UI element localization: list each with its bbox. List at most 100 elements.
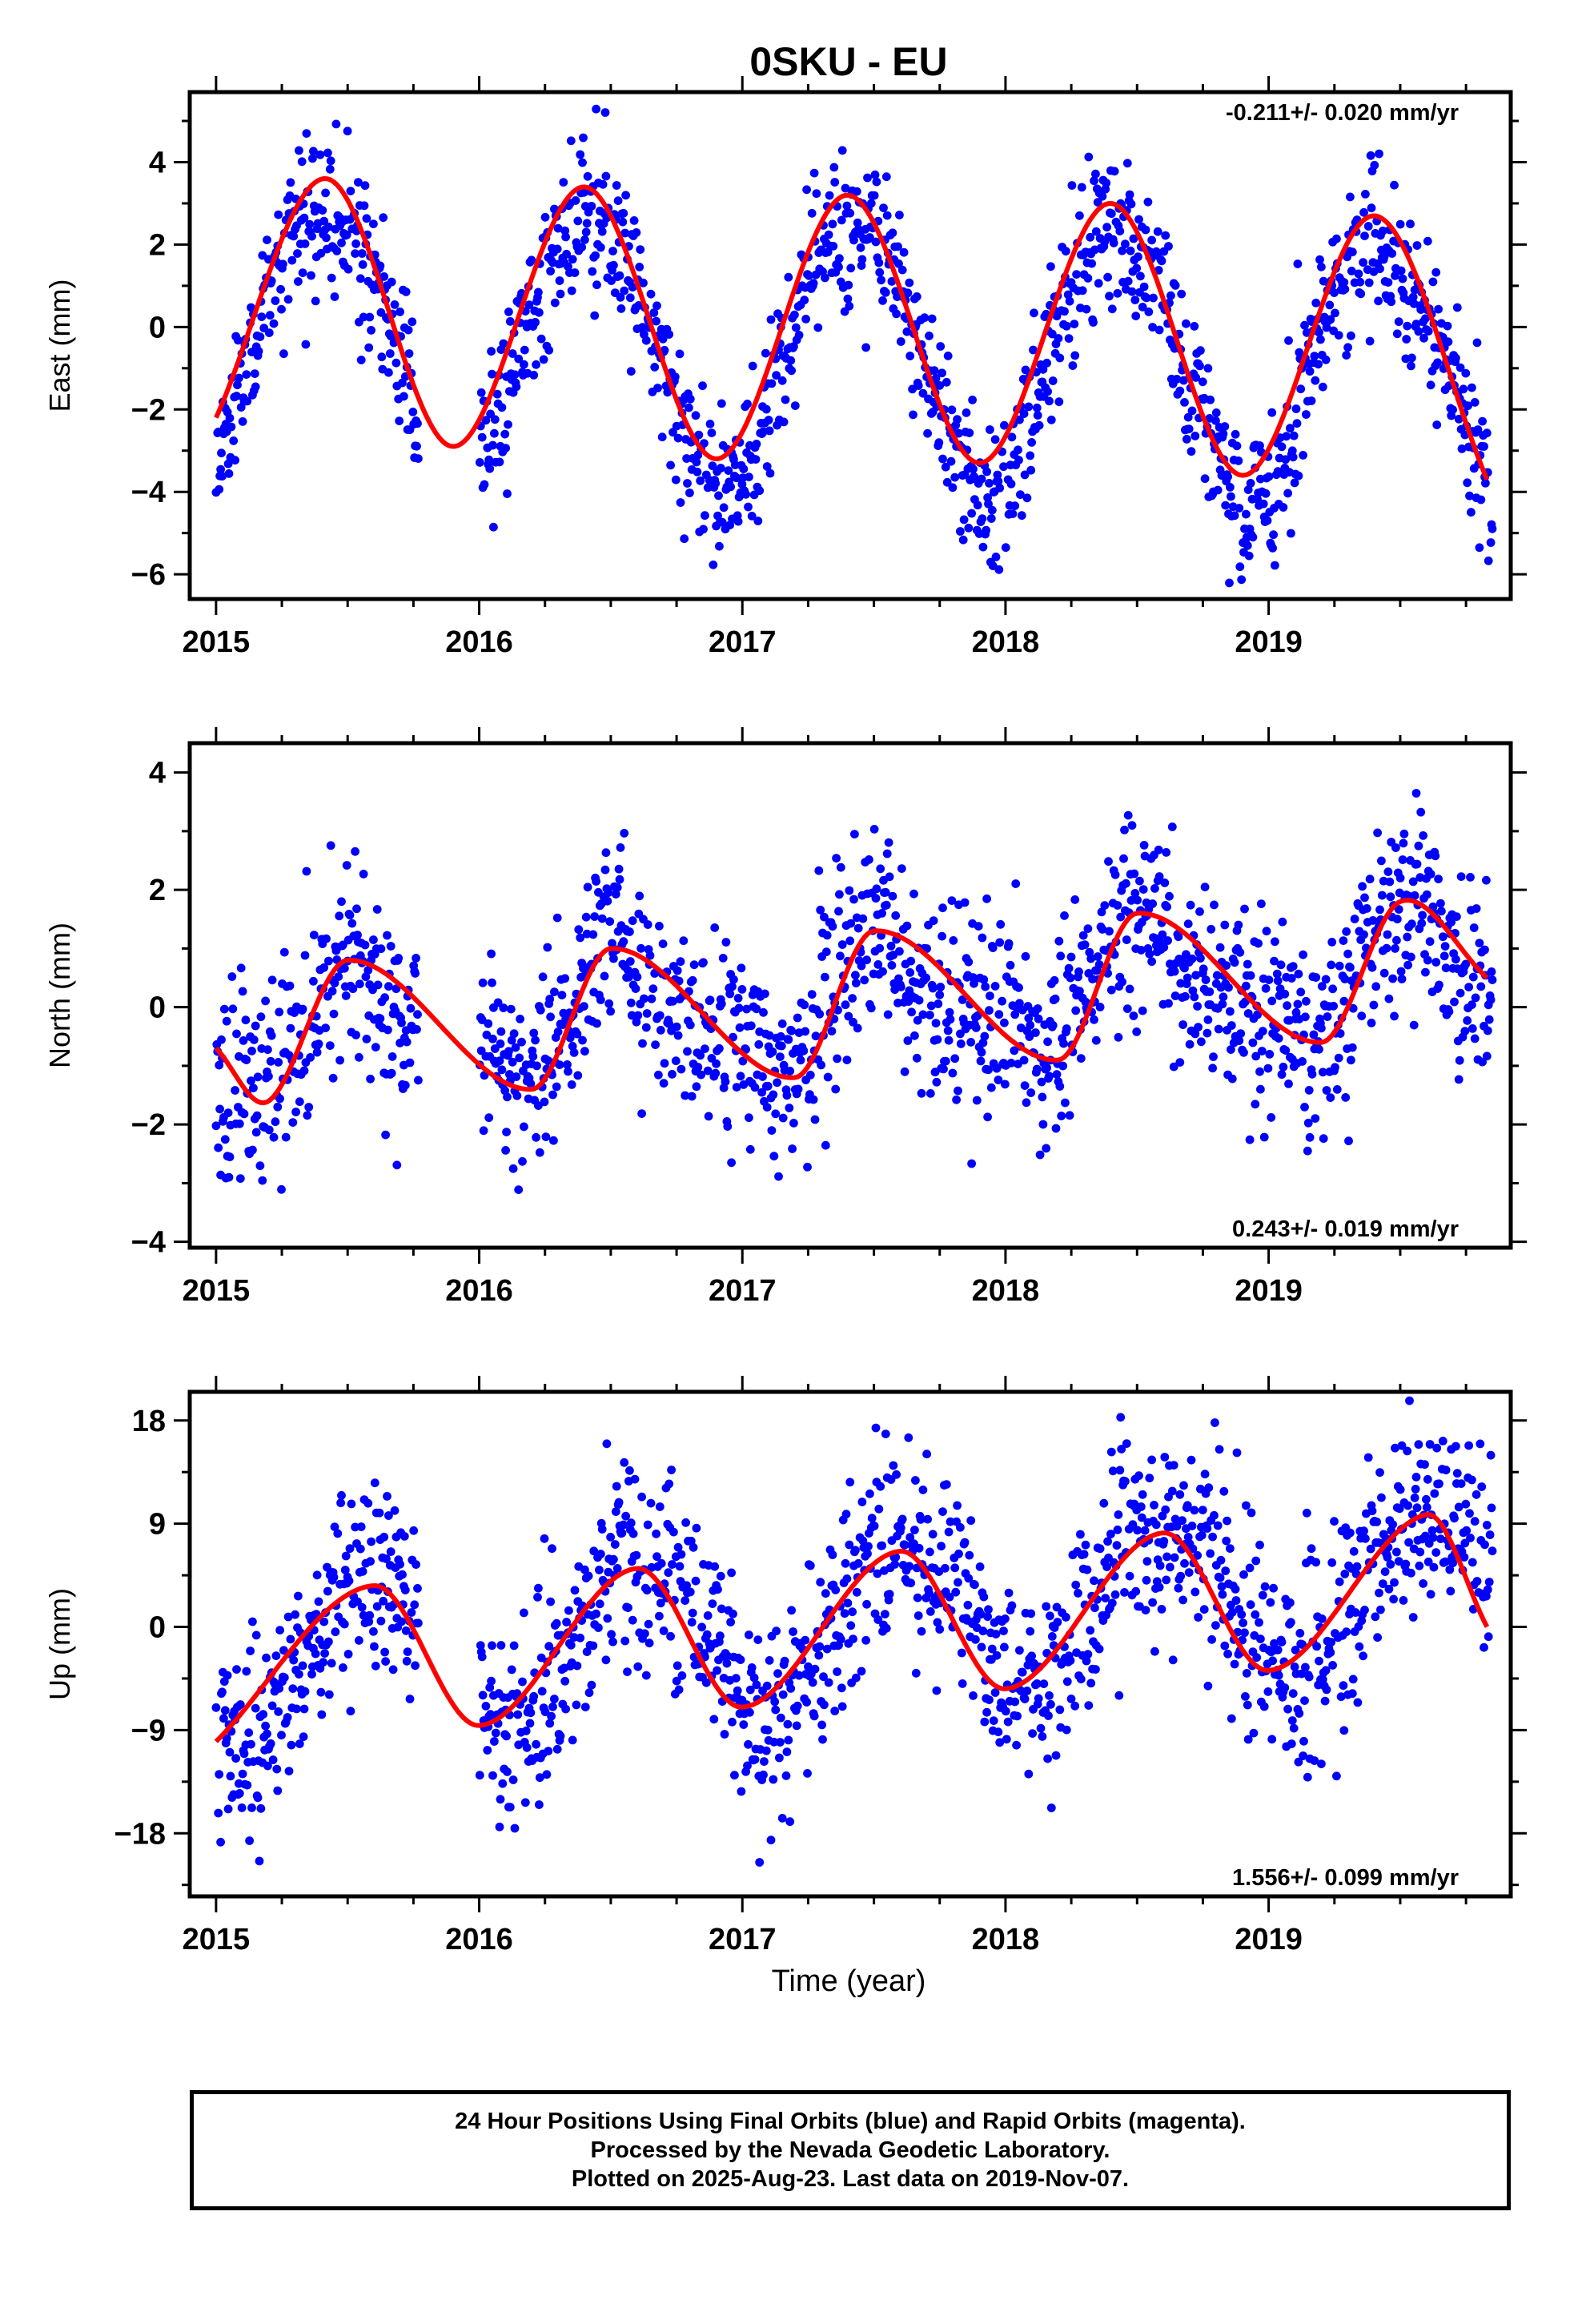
north-data-point xyxy=(1064,963,1074,973)
north-data-point xyxy=(609,954,618,963)
up-data-point xyxy=(283,1612,293,1622)
east-data-point xyxy=(666,460,675,470)
up-data-point xyxy=(341,1551,351,1561)
up-data-point xyxy=(344,1576,354,1586)
up-data-point xyxy=(966,1516,976,1526)
north-data-point xyxy=(945,1007,954,1017)
north-data-point xyxy=(1339,996,1349,1006)
east-data-point xyxy=(739,464,749,473)
up-data-point xyxy=(1486,1450,1496,1460)
north-data-point xyxy=(803,1162,812,1172)
up-data-point xyxy=(1312,1642,1322,1651)
up-data-point xyxy=(1430,1489,1439,1498)
up-data-point xyxy=(769,1775,778,1784)
north-data-point xyxy=(628,916,637,926)
up-data-point xyxy=(595,1599,604,1609)
up-data-point xyxy=(906,1578,916,1588)
up-data-point xyxy=(340,1566,350,1574)
north-data-point xyxy=(518,1156,527,1166)
up-data-point xyxy=(333,1529,343,1538)
north-data-point xyxy=(900,1067,909,1076)
east-data-point xyxy=(508,349,517,358)
up-data-point xyxy=(1465,1509,1474,1518)
east-data-point xyxy=(1267,408,1277,417)
up-data-point xyxy=(953,1501,962,1510)
north-data-point xyxy=(875,943,885,953)
up-data-point xyxy=(992,1651,1002,1660)
up-data-point xyxy=(1015,1646,1024,1655)
up-data-point xyxy=(730,1771,739,1780)
north-data-point xyxy=(745,1113,753,1123)
up-data-point xyxy=(1108,1466,1118,1476)
north-data-point xyxy=(1162,848,1171,857)
north-data-point xyxy=(777,1041,786,1051)
north-data-point xyxy=(394,954,404,963)
north-data-point xyxy=(592,1019,601,1028)
north-data-point xyxy=(1061,1098,1070,1108)
up-data-point xyxy=(709,1715,719,1724)
east-data-point xyxy=(967,509,976,518)
east-data-point xyxy=(495,457,504,467)
east-data-point xyxy=(485,464,495,473)
east-data-point xyxy=(845,301,854,311)
east-data-point xyxy=(930,366,939,376)
north-data-point xyxy=(277,1184,286,1194)
east-data-point xyxy=(1223,472,1232,481)
north-data-point xyxy=(671,1056,681,1066)
up-data-point xyxy=(261,1721,270,1731)
north-data-point xyxy=(842,1055,852,1064)
up-data-point xyxy=(1086,1626,1095,1635)
north-data-point xyxy=(1386,892,1395,902)
up-data-point xyxy=(863,1549,872,1558)
north-data-point xyxy=(288,1118,298,1127)
up-data-point xyxy=(1363,1453,1373,1462)
up-data-point xyxy=(708,1599,717,1608)
up-data-point xyxy=(584,1688,594,1698)
east-data-point xyxy=(700,439,709,448)
north-data-point xyxy=(960,898,970,907)
up-data-point xyxy=(508,1775,518,1784)
north-data-point xyxy=(873,960,883,969)
north-data-point xyxy=(309,976,318,986)
north-data-point xyxy=(1139,841,1149,850)
east-data-point xyxy=(1126,199,1136,209)
up-data-point xyxy=(1134,1471,1143,1481)
east-data-point xyxy=(1339,278,1349,287)
up-data-point xyxy=(1148,1598,1157,1607)
north-data-point xyxy=(1340,975,1350,983)
up-data-point xyxy=(1403,1446,1412,1456)
up-data-point xyxy=(287,1740,296,1750)
up-data-point xyxy=(324,1690,334,1699)
east-data-point xyxy=(1475,543,1484,553)
east-data-point xyxy=(566,136,576,146)
east-data-point xyxy=(800,296,809,305)
east-data-point xyxy=(931,374,941,383)
east-data-point xyxy=(578,158,587,167)
east-data-point xyxy=(1289,431,1299,440)
north-data-point xyxy=(851,979,861,987)
up-data-point xyxy=(1371,1612,1380,1622)
up-data-point xyxy=(339,1663,347,1672)
east-data-point xyxy=(504,420,512,429)
north-data-point xyxy=(643,920,652,929)
north-x-tick-label: 2018 xyxy=(972,1274,1040,1308)
north-data-point xyxy=(994,1076,1003,1084)
up-data-point xyxy=(1280,1683,1290,1692)
east-data-point xyxy=(534,287,543,297)
up-data-point xyxy=(819,1672,828,1682)
east-data-point xyxy=(1029,345,1038,355)
east-data-point xyxy=(1452,353,1460,363)
east-data-point xyxy=(286,178,295,187)
east-data-point xyxy=(812,189,821,199)
east-data-point xyxy=(287,255,297,265)
north-data-point xyxy=(913,1015,922,1025)
north-data-point xyxy=(1384,994,1394,1003)
chart-title: 0SKU - EU xyxy=(749,39,947,84)
up-data-point xyxy=(1110,1590,1120,1599)
north-data-point xyxy=(508,1164,518,1173)
east-data-point xyxy=(1227,492,1235,501)
up-data-point xyxy=(1034,1694,1043,1703)
east-data-point xyxy=(529,371,539,380)
east-data-point xyxy=(786,356,796,365)
north-data-point xyxy=(917,1088,926,1098)
